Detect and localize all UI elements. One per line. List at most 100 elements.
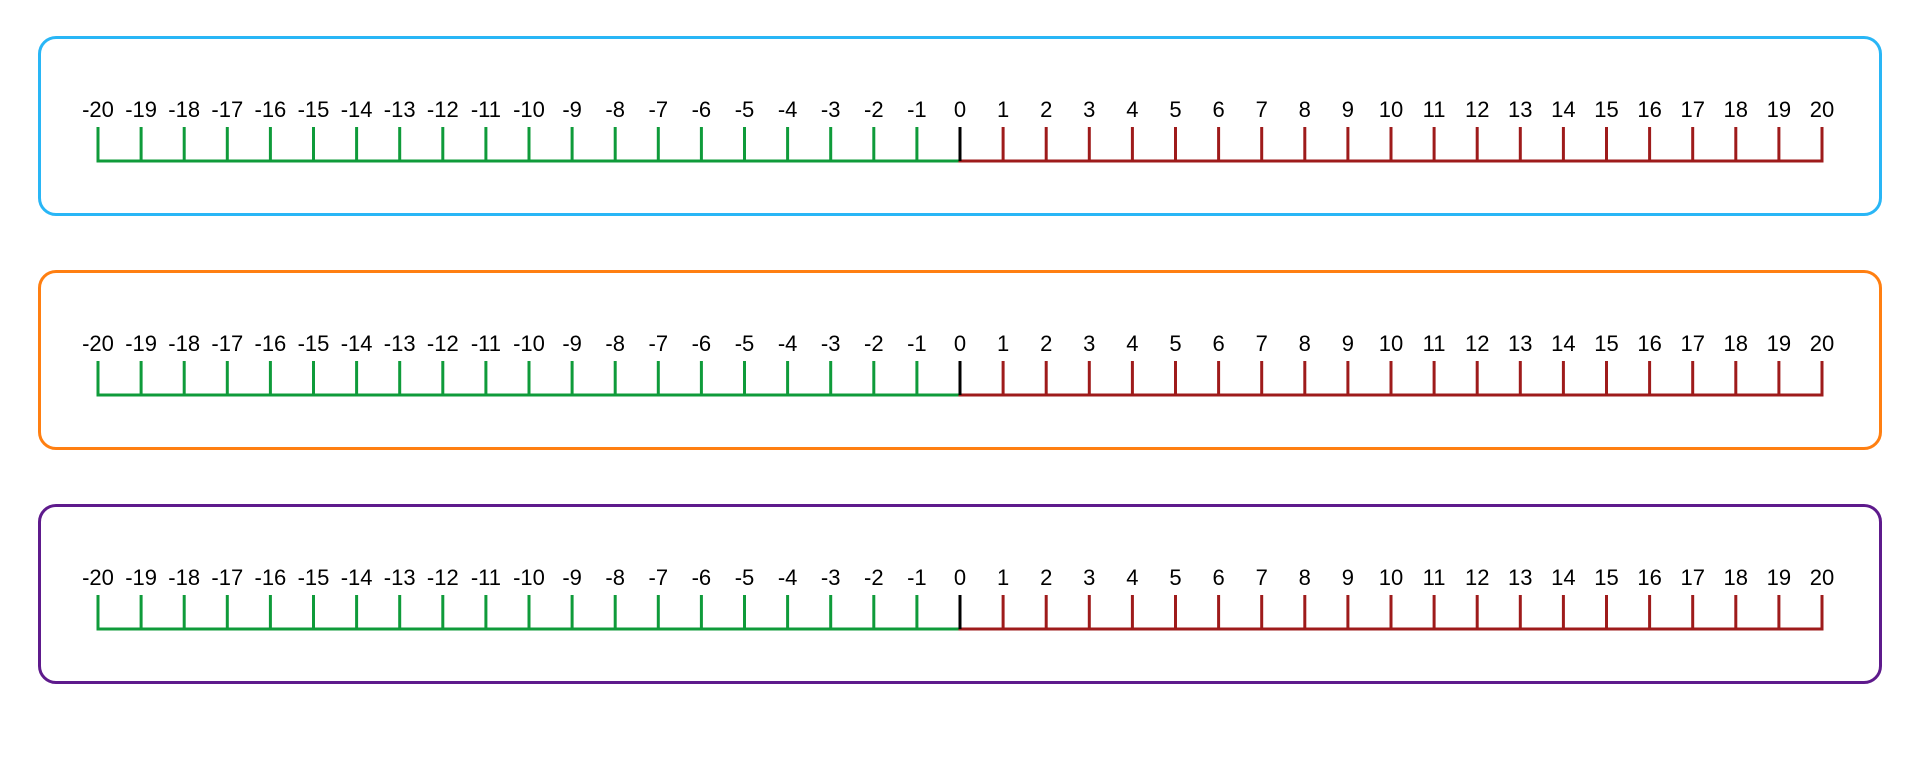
tick-label: -14 — [341, 565, 373, 590]
tick-label: -7 — [649, 331, 669, 356]
tick-label: 10 — [1379, 565, 1403, 590]
tick-label: -3 — [821, 331, 841, 356]
tick-label: 12 — [1465, 97, 1489, 122]
tick-label: -18 — [168, 97, 200, 122]
tick-label: 10 — [1379, 331, 1403, 356]
tick-label: -19 — [125, 97, 157, 122]
tick-label: 12 — [1465, 331, 1489, 356]
tick-label: -10 — [513, 97, 545, 122]
tick-label: 5 — [1169, 565, 1181, 590]
tick-label: 14 — [1551, 97, 1575, 122]
tick-label: -20 — [82, 97, 114, 122]
tick-label: -3 — [821, 97, 841, 122]
tick-label: 6 — [1212, 565, 1224, 590]
tick-label: -1 — [907, 331, 927, 356]
tick-label: -8 — [605, 331, 625, 356]
tick-label: 13 — [1508, 331, 1532, 356]
tick-label: 1 — [997, 565, 1009, 590]
tick-label: -15 — [298, 331, 330, 356]
tick-label: -14 — [341, 331, 373, 356]
numberline-host: -20-19-18-17-16-15-14-13-12-11-10-9-8-7-… — [96, 549, 1824, 649]
tick-label: -20 — [82, 565, 114, 590]
tick-label: -17 — [211, 97, 243, 122]
tick-label: -9 — [562, 565, 582, 590]
tick-label: -18 — [168, 565, 200, 590]
tick-label: 2 — [1040, 331, 1052, 356]
tick-label: 16 — [1637, 565, 1661, 590]
tick-label: 13 — [1508, 97, 1532, 122]
tick-label: -12 — [427, 97, 459, 122]
tick-label: 7 — [1256, 97, 1268, 122]
tick-label: 19 — [1767, 331, 1791, 356]
tick-label: -8 — [605, 565, 625, 590]
tick-label: -7 — [649, 565, 669, 590]
tick-label: 15 — [1594, 331, 1618, 356]
tick-label: -9 — [562, 331, 582, 356]
tick-label: -4 — [778, 331, 798, 356]
tick-label: 8 — [1299, 565, 1311, 590]
page-root: -20-19-18-17-16-15-14-13-12-11-10-9-8-7-… — [0, 0, 1920, 720]
tick-label: -5 — [735, 331, 755, 356]
tick-label: 10 — [1379, 97, 1403, 122]
tick-label: -15 — [298, 565, 330, 590]
tick-label: 19 — [1767, 97, 1791, 122]
tick-label: 19 — [1767, 565, 1791, 590]
tick-label: 1 — [997, 97, 1009, 122]
tick-label: 18 — [1724, 97, 1748, 122]
numberline-host: -20-19-18-17-16-15-14-13-12-11-10-9-8-7-… — [96, 315, 1824, 415]
tick-label: 9 — [1342, 331, 1354, 356]
tick-label: 4 — [1126, 97, 1138, 122]
tick-label: 12 — [1465, 565, 1489, 590]
tick-label: 15 — [1594, 97, 1618, 122]
tick-label: -13 — [384, 97, 416, 122]
tick-label: -12 — [427, 331, 459, 356]
tick-label: 5 — [1169, 97, 1181, 122]
tick-label: 7 — [1256, 565, 1268, 590]
tick-label: 16 — [1637, 97, 1661, 122]
tick-label: -3 — [821, 565, 841, 590]
tick-label: -19 — [125, 331, 157, 356]
tick-label: -8 — [605, 97, 625, 122]
tick-label: 16 — [1637, 331, 1661, 356]
tick-label: 18 — [1724, 331, 1748, 356]
tick-label: -19 — [125, 565, 157, 590]
tick-label: -15 — [298, 97, 330, 122]
tick-label: 17 — [1680, 97, 1704, 122]
tick-label: 3 — [1083, 565, 1095, 590]
tick-label: -4 — [778, 97, 798, 122]
tick-label: -6 — [692, 97, 712, 122]
tick-label: 2 — [1040, 565, 1052, 590]
numberline-svg: -20-19-18-17-16-15-14-13-12-11-10-9-8-7-… — [96, 549, 1824, 649]
tick-label: -2 — [864, 565, 884, 590]
tick-label: -6 — [692, 331, 712, 356]
numberline-host: -20-19-18-17-16-15-14-13-12-11-10-9-8-7-… — [96, 81, 1824, 181]
tick-label: -5 — [735, 97, 755, 122]
numberline-svg: -20-19-18-17-16-15-14-13-12-11-10-9-8-7-… — [96, 81, 1824, 181]
tick-label: -4 — [778, 565, 798, 590]
tick-label: -10 — [513, 331, 545, 356]
tick-label: -12 — [427, 565, 459, 590]
tick-label: -2 — [864, 331, 884, 356]
tick-label: 4 — [1126, 565, 1138, 590]
tick-label: 9 — [1342, 565, 1354, 590]
tick-label: -11 — [471, 331, 501, 356]
tick-label: 6 — [1212, 331, 1224, 356]
tick-label: 11 — [1423, 97, 1446, 122]
numberline-svg: -20-19-18-17-16-15-14-13-12-11-10-9-8-7-… — [96, 315, 1824, 415]
tick-label: 3 — [1083, 331, 1095, 356]
tick-label: 0 — [954, 565, 966, 590]
tick-label: 3 — [1083, 97, 1095, 122]
tick-label: 13 — [1508, 565, 1532, 590]
tick-label: -16 — [255, 97, 287, 122]
tick-label: 20 — [1810, 97, 1834, 122]
tick-label: -17 — [211, 331, 243, 356]
numberline-panel-3: -20-19-18-17-16-15-14-13-12-11-10-9-8-7-… — [38, 504, 1882, 684]
tick-label: -1 — [907, 565, 927, 590]
tick-label: -5 — [735, 565, 755, 590]
tick-label: 6 — [1212, 97, 1224, 122]
tick-label: 11 — [1423, 331, 1446, 356]
tick-label: -11 — [471, 97, 501, 122]
tick-label: 20 — [1810, 331, 1834, 356]
tick-label: 9 — [1342, 97, 1354, 122]
tick-label: 1 — [997, 331, 1009, 356]
